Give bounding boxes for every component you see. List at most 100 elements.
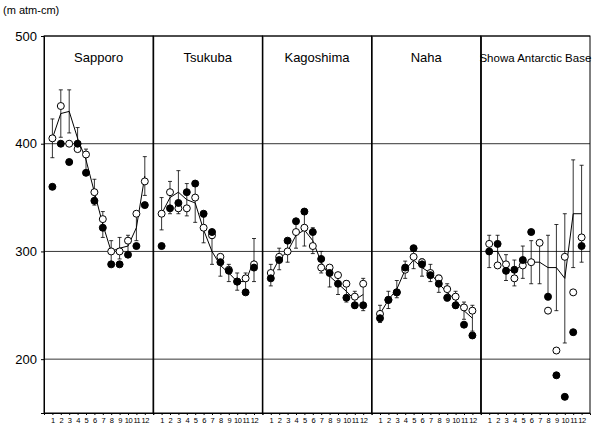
- tick: 12: [469, 413, 477, 425]
- plot-area: [267, 208, 366, 311]
- tick-label: 5: [521, 416, 525, 425]
- panel: 123456789101112 Tsukuba: [153, 36, 263, 425]
- tick-label: 7: [211, 416, 215, 425]
- tick: 7: [320, 413, 324, 425]
- filled-marker: [377, 315, 384, 322]
- tick: 7: [429, 413, 433, 425]
- tick-label: 5: [303, 416, 307, 425]
- filled-marker: [99, 224, 106, 231]
- error-bar: [59, 90, 63, 137]
- filled-marker: [427, 272, 434, 279]
- panel: 123456789101112 Showa Antarctic Base: [479, 36, 591, 425]
- tick-label: 4: [295, 416, 299, 425]
- axis-line: [154, 414, 263, 416]
- tick: 7: [211, 413, 215, 425]
- tick-label: 7: [101, 416, 105, 425]
- tick-label: 5: [194, 416, 198, 425]
- open-marker: [503, 261, 510, 268]
- grid-line: [153, 359, 262, 360]
- open-marker: [301, 224, 308, 231]
- filled-marker: [410, 245, 417, 252]
- open-marker: [125, 237, 132, 244]
- x-axis: 123456789101112: [45, 413, 154, 425]
- filled-marker: [435, 280, 442, 287]
- filled-marker: [578, 243, 585, 250]
- tick-label: 2: [387, 416, 391, 425]
- tick: 3: [395, 413, 399, 425]
- panel-title: Showa Antarctic Base: [479, 52, 591, 64]
- open-marker: [99, 216, 106, 223]
- filled-marker: [385, 296, 392, 303]
- tick: 10: [125, 413, 133, 425]
- tick: 11: [243, 413, 250, 425]
- grid: [44, 36, 153, 359]
- error-bar: [67, 90, 71, 133]
- tick: 9: [446, 413, 450, 425]
- tick: 11: [352, 413, 359, 425]
- filled-marker: [393, 289, 400, 296]
- panel-title: Tsukuba: [184, 50, 233, 65]
- tick-label: 9: [337, 416, 341, 425]
- filled-marker: [284, 237, 291, 244]
- filled-marker: [309, 229, 316, 236]
- grid-line: [262, 359, 371, 360]
- tick: 4: [404, 413, 408, 425]
- panel-title: Kagoshima: [284, 50, 350, 65]
- tick-label: 8: [437, 416, 441, 425]
- tick-label: 8: [547, 416, 551, 425]
- tick-label: 8: [219, 416, 223, 425]
- filled-marker: [225, 267, 232, 274]
- open-marker: [578, 234, 585, 241]
- tick-label: 12: [142, 416, 150, 425]
- tick-label: 10: [452, 416, 460, 425]
- x-axis: 123456789101112: [263, 413, 372, 425]
- plot-frame: [153, 36, 262, 413]
- grid: [481, 36, 590, 359]
- x-axis: 123456789101112: [481, 413, 590, 425]
- chart: 123456789101112200300400500Sapporo(m atm…: [0, 0, 615, 436]
- open-marker: [545, 307, 552, 314]
- open-marker: [158, 210, 165, 217]
- error-bar: [134, 215, 138, 241]
- tick: 9: [118, 413, 122, 425]
- open-marker: [494, 262, 501, 269]
- open-marker: [141, 178, 148, 185]
- tick: 9: [227, 413, 231, 425]
- open-marker: [133, 210, 140, 217]
- x-axis: 123456789101112: [154, 413, 263, 425]
- tick: 4: [295, 413, 299, 425]
- grid: [153, 36, 262, 359]
- tick-label: 1: [51, 416, 55, 425]
- grid-line: [372, 251, 481, 252]
- open-marker: [309, 243, 316, 250]
- tick: 6: [202, 413, 206, 425]
- mean-line: [52, 111, 144, 251]
- filled-marker: [561, 393, 568, 400]
- tick-label: 8: [110, 416, 114, 425]
- tick-label: 10: [562, 416, 570, 425]
- open-marker: [360, 280, 367, 287]
- tick: 8: [437, 413, 441, 425]
- mean-line: [162, 192, 254, 281]
- filled-marker: [209, 229, 216, 236]
- filled-marker: [242, 289, 249, 296]
- tick: 1: [379, 413, 383, 425]
- y-axis-label: (m atm-cm): [3, 4, 59, 16]
- tick: 2: [59, 413, 63, 425]
- filled-marker: [452, 302, 459, 309]
- tick: 8: [110, 413, 114, 425]
- tick: 3: [68, 413, 72, 425]
- tick: 3: [177, 413, 181, 425]
- error-bar: [554, 225, 558, 311]
- error-bar: [563, 214, 567, 343]
- tick-label: 3: [68, 416, 72, 425]
- tick-label: 8: [328, 416, 332, 425]
- open-marker: [200, 224, 207, 231]
- tick: 5: [85, 413, 89, 425]
- filled-marker: [192, 180, 199, 187]
- plot-area: [158, 171, 257, 296]
- tick-label: 12: [469, 416, 477, 425]
- filled-marker: [570, 329, 577, 336]
- filled-marker: [133, 243, 140, 250]
- open-marker: [511, 275, 518, 282]
